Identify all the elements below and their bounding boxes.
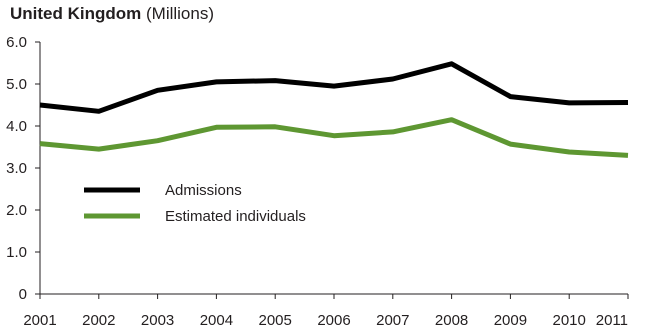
chart-title-country: United Kingdom (10, 4, 142, 23)
y-tick-label: 5.0 (6, 76, 27, 93)
series-lines (39, 61, 629, 158)
chart-title: United Kingdom (Millions) (10, 4, 214, 24)
legend: Admissions Estimated individuals (84, 182, 306, 225)
legend-label: Estimated individuals (165, 208, 306, 225)
x-tick-label: 2001 (23, 312, 56, 329)
y-tick-label: 6.0 (6, 34, 27, 51)
chart-title-unit: (Millions) (146, 4, 214, 23)
y-tick-label: 4.0 (6, 118, 27, 135)
x-tick-label: 2008 (435, 312, 468, 329)
x-tick-label: 2002 (82, 312, 115, 329)
x-tick-label: 2003 (141, 312, 174, 329)
x-tick-label: 2004 (200, 312, 233, 329)
y-tick-label: 1.0 (6, 244, 27, 261)
legend-label: Admissions (165, 182, 242, 199)
x-tick-label: 2011 (596, 312, 628, 329)
series-line-admissions (39, 61, 629, 114)
series-line-estimated-individuals (39, 117, 629, 158)
x-tick-label: 2006 (317, 312, 350, 329)
x-tick-label: 2005 (259, 312, 292, 329)
x-tick-label: 2009 (494, 312, 527, 329)
y-tick-label: 0 (19, 286, 27, 303)
y-tick-label: 3.0 (6, 160, 27, 177)
axes: 0 1.0 2.0 3.0 4.0 5.0 6.0 2001 2002 2003 2004 2005 2… (6, 34, 629, 329)
y-tick-label: 2.0 (6, 202, 27, 219)
x-tick-label: 2007 (376, 312, 409, 329)
x-tick-label: 2010 (553, 312, 586, 329)
